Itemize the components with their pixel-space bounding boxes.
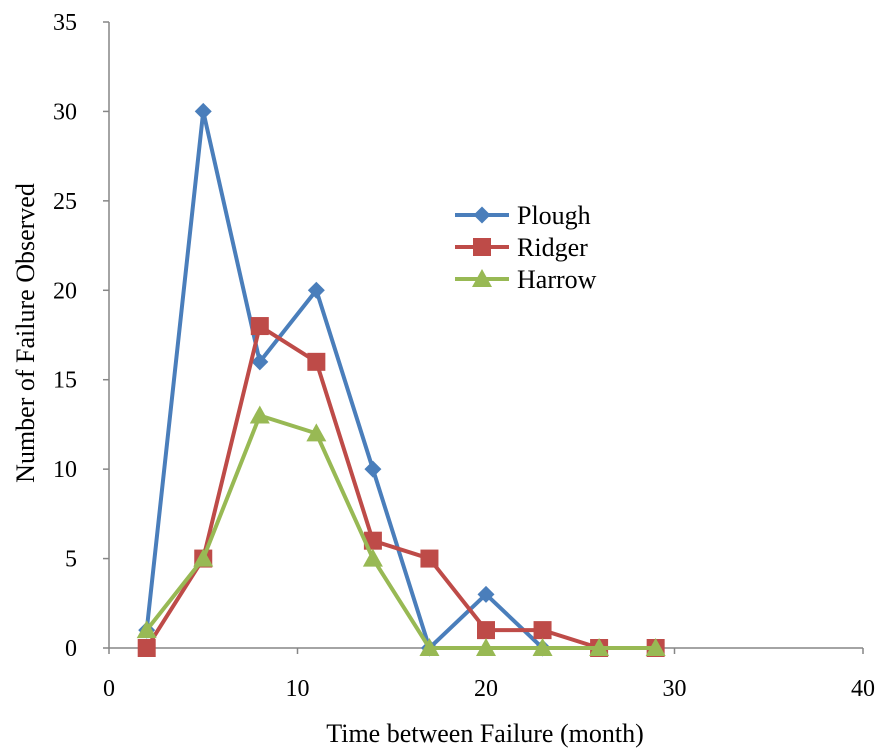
data-point-harrow (136, 620, 157, 639)
data-point-harrow (362, 548, 383, 567)
x-axis-title: Time between Failure (month) (326, 719, 643, 748)
data-point-plough (364, 460, 382, 478)
x-tick-label: 30 (663, 676, 687, 702)
data-point-plough (251, 353, 269, 371)
y-tick-label: 35 (53, 10, 77, 36)
legend-item-ridger: Ridger (455, 233, 588, 262)
legend-item-plough: Plough (455, 201, 591, 230)
data-point-harrow (249, 405, 270, 424)
data-point-harrow (645, 638, 666, 656)
data-point-ridger (250, 317, 269, 336)
series-ridger (137, 317, 665, 657)
data-point-harrow (589, 638, 610, 656)
data-point-harrow (476, 638, 496, 656)
data-point-ridger (533, 621, 552, 640)
data-point-harrow (532, 638, 553, 656)
data-point-harrow (193, 548, 214, 567)
y-tick-label: 10 (53, 457, 77, 483)
x-tick-label: 10 (286, 676, 310, 702)
y-tick-label: 25 (53, 189, 77, 215)
data-point-ridger (477, 621, 495, 640)
y-axis-title: Number of Failure Observed (11, 183, 40, 483)
legend-label-harrow: Harrow (517, 265, 597, 294)
legend-item-harrow: Harrow (455, 265, 597, 294)
x-tick-label: 20 (474, 676, 498, 702)
series-line-plough (144, 109, 656, 650)
y-tick-label: 15 (53, 368, 77, 394)
data-point-plough (307, 281, 325, 299)
data-point-plough (194, 102, 212, 120)
y-tick-label: 30 (53, 99, 77, 125)
legend-label-plough: Plough (517, 201, 591, 230)
series-line-harrow (145, 413, 656, 650)
data-point-plough (477, 585, 495, 603)
y-tick-label: 20 (53, 278, 77, 304)
data-point-harrow (419, 638, 440, 656)
x-tick-label: 0 (103, 676, 115, 702)
legend-marker-ridger (473, 238, 491, 256)
series-plough (138, 102, 665, 657)
series-line-ridger (145, 324, 656, 650)
series-harrow (136, 405, 666, 656)
chart-series (136, 102, 666, 657)
data-point-harrow (306, 423, 327, 442)
legend-label-ridger: Ridger (517, 233, 588, 262)
data-point-ridger (307, 352, 326, 371)
x-tick-label: 40 (851, 676, 875, 702)
legend-marker-plough (473, 206, 491, 224)
data-point-ridger (137, 639, 156, 657)
legend-marker-harrow (472, 269, 492, 287)
data-point-ridger (420, 549, 439, 568)
y-tick-label: 5 (65, 547, 77, 573)
y-tick-label: 0 (65, 636, 77, 662)
chart-axes: 0 5 10 15 20 25 30 35 0 10 20 30 40 (53, 10, 875, 702)
chart-legend: Plough Ridger Harrow (455, 201, 597, 294)
